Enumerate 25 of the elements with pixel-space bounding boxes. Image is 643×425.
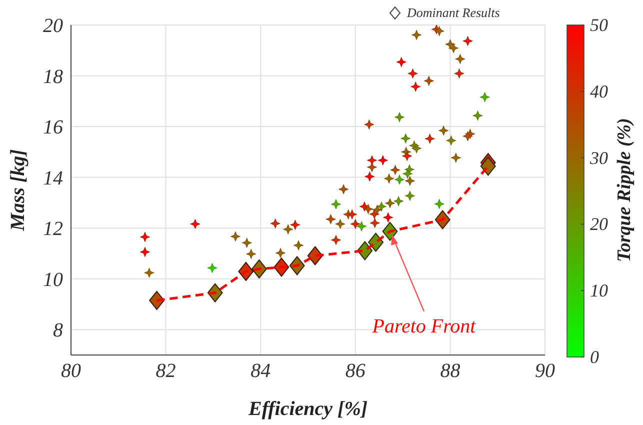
color-bar-label: 0 xyxy=(590,347,599,367)
x-tick-label: 82 xyxy=(156,360,176,382)
point xyxy=(480,156,496,176)
y-tick-label: 10 xyxy=(43,268,63,291)
color-bar-label: 20 xyxy=(590,214,608,234)
y-axis-title: Mass [kg] xyxy=(7,148,29,232)
x-tick-label: 88 xyxy=(440,360,460,382)
x-tick-label: 90 xyxy=(535,360,555,382)
x-tick-label: 84 xyxy=(250,360,271,382)
color-bar-label: 50 xyxy=(590,15,608,35)
y-tick-label: 8 xyxy=(53,320,63,342)
y-tick-label: 14 xyxy=(43,167,63,190)
y-tick-label: 12 xyxy=(43,218,63,240)
annotation: Pareto Front xyxy=(371,315,476,338)
x-axis-title: Efficiency [%] xyxy=(247,398,368,420)
text: Dominant Results xyxy=(406,5,500,20)
y-tick-label: 20 xyxy=(43,15,63,38)
x-tick-label: 80 xyxy=(61,360,81,382)
color-bar-label: 40 xyxy=(590,81,608,102)
x-tick-label: 86 xyxy=(345,360,366,382)
y-tick-label: 18 xyxy=(43,66,63,88)
y-tick-label: 16 xyxy=(43,116,63,139)
color-bar-label: 10 xyxy=(590,280,608,301)
color-bar-title: Torque Ripple (%) xyxy=(614,118,635,262)
color-bar-label: 30 xyxy=(589,148,608,168)
